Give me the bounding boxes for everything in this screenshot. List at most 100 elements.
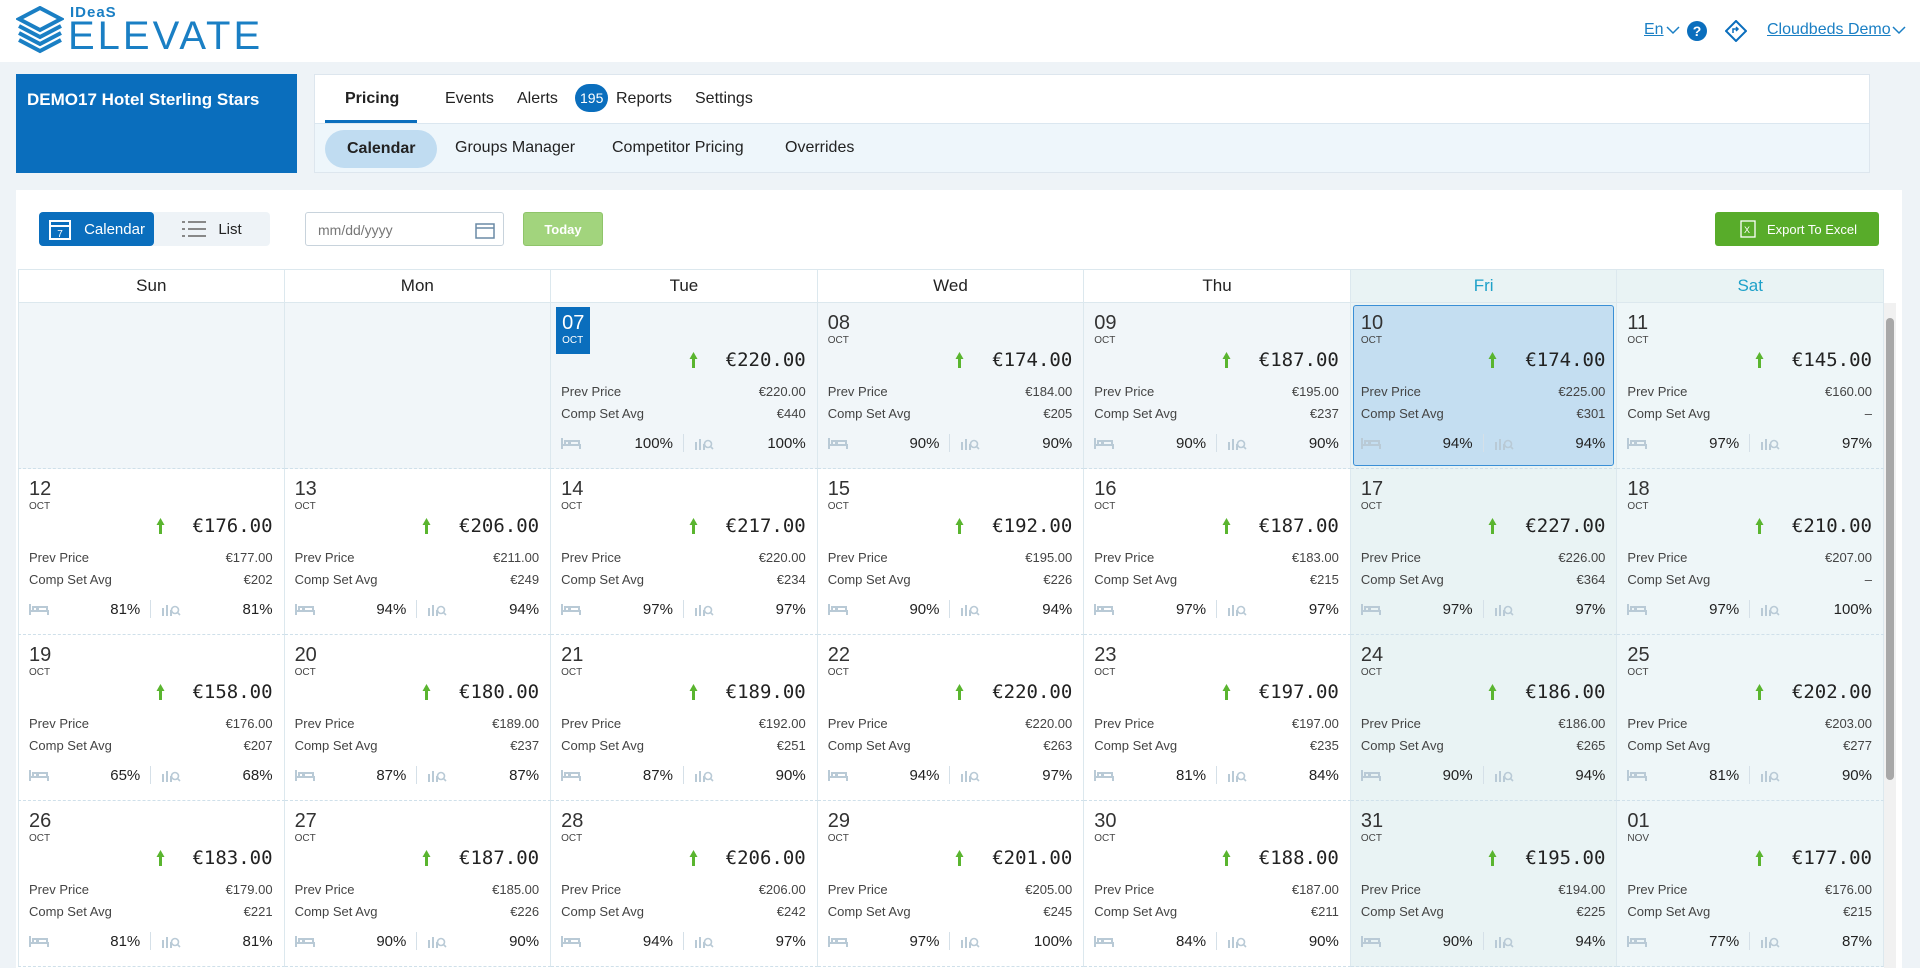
date: 22 OCT — [828, 645, 850, 678]
date-input[interactable]: mm/dd/yyyy — [305, 212, 504, 246]
sub-tab[interactable]: Competitor Pricing — [612, 139, 744, 156]
forecast-icon — [162, 771, 181, 782]
day-cell[interactable]: 21 OCT €189.00 Prev Price €192.00 Comp Set Av… — [551, 635, 818, 801]
label: Prev Price — [1094, 716, 1155, 731]
day-cell[interactable]: 13 OCT €206.00 Prev Price €211.00 Comp Set Av… — [284, 469, 552, 635]
tab[interactable]: Events — [445, 90, 494, 107]
occupancy-icon — [561, 438, 582, 449]
occupancy-row: 77% 87% — [1627, 932, 1872, 950]
up-arrow — [1755, 517, 1764, 538]
forecast-icon — [961, 605, 981, 616]
day-cell[interactable]: 07 OCT €220.00 Prev Price €220.00 Comp Set Av… — [551, 303, 818, 469]
price: €183.00 — [192, 847, 273, 869]
month: OCT — [1360, 335, 1382, 346]
prev-price: €220.00 — [758, 550, 806, 565]
tab[interactable]: Reports — [616, 90, 673, 107]
tab[interactable]: Alerts — [517, 90, 558, 107]
up-arrow — [689, 683, 698, 704]
label: Comp Set Avg — [1627, 738, 1711, 753]
comp-row: Comp Set Avg €226 — [828, 572, 1073, 587]
day-cell[interactable]: 26 OCT €183.00 Prev Price €179.00 Comp Set Av… — [18, 801, 285, 967]
day-cell[interactable]: 10 OCT €174.00 Prev Price €225.00 Comp Set Av… — [1350, 303, 1618, 469]
day-cell[interactable]: 27 OCT €187.00 Prev Price €185.00 Comp Set Av… — [284, 801, 552, 967]
tab[interactable]: Settings — [695, 90, 753, 107]
day-cell[interactable]: 18 OCT €210.00 Prev Price €207.00 Comp Set Av… — [1617, 469, 1884, 635]
day-number: 23 — [1094, 644, 1117, 666]
day-cell[interactable]: 22 OCT €220.00 Prev Price €220.00 Comp Set Av… — [817, 635, 1085, 801]
occupancy-forecast: 90% — [775, 766, 806, 784]
help-icon[interactable]: ? — [1687, 21, 1707, 41]
day-cell[interactable]: 12 OCT €176.00 Prev Price €177.00 Comp Set Av… — [18, 469, 285, 635]
day-cell[interactable]: 25 OCT €202.00 Prev Price €203.00 Comp Set Av… — [1617, 635, 1884, 801]
label: Prev Price — [561, 550, 622, 565]
date: 07 OCT — [556, 307, 591, 354]
price: €220.00 — [725, 349, 806, 371]
scroll-thumb[interactable] — [1886, 318, 1894, 780]
date: 26 OCT — [29, 811, 51, 844]
occupancy-forecast: 100% — [767, 434, 806, 452]
day-cell[interactable]: 17 OCT €227.00 Prev Price €226.00 Comp Set Av… — [1350, 469, 1618, 635]
comp-avg: €251 — [776, 738, 806, 753]
occupancy-row: 90% 90% — [827, 434, 1072, 452]
prev-price-row: Prev Price €184.00 — [828, 384, 1073, 399]
tab[interactable]: Pricing — [345, 90, 400, 107]
occupancy: 94% — [376, 600, 407, 618]
nav-icon[interactable] — [1725, 20, 1747, 42]
comp-avg: €364 — [1576, 572, 1606, 587]
date: 23 OCT — [1094, 645, 1116, 678]
day-cell[interactable]: 29 OCT €201.00 Prev Price €205.00 Comp Set Av… — [817, 801, 1085, 967]
occupancy-icon — [827, 936, 848, 947]
arrow-icon — [422, 850, 431, 866]
sub-tab[interactable]: Groups Manager — [455, 139, 576, 156]
day-cell[interactable]: 01 NOV €177.00 Prev Price €176.00 Comp Set Av… — [1617, 801, 1884, 967]
date: 09 OCT — [1094, 313, 1116, 346]
day-cell[interactable]: 20 OCT €180.00 Prev Price €189.00 Comp Set Av… — [284, 635, 552, 801]
divider — [949, 766, 951, 784]
today-button[interactable]: Today — [523, 212, 603, 246]
month: OCT — [561, 667, 583, 678]
label: Prev Price — [29, 882, 89, 897]
placeholder: mm/dd/yyyy — [318, 222, 393, 238]
month: OCT — [29, 833, 51, 844]
account[interactable]: Cloudbeds Demo — [1767, 21, 1891, 38]
day-cell[interactable]: 14 OCT €217.00 Prev Price €220.00 Comp Set Av… — [551, 469, 818, 635]
divider — [949, 932, 951, 950]
forecast-icon — [694, 771, 714, 782]
day-cell[interactable]: 30 OCT €188.00 Prev Price €187.00 Comp Set Av… — [1084, 801, 1351, 967]
arrow-icon — [422, 684, 431, 700]
occupancy-row: 100% 100% — [561, 434, 806, 452]
day-cell[interactable]: 08 OCT €174.00 Prev Price €184.00 Comp Set Av… — [817, 303, 1085, 469]
day-cell[interactable]: 15 OCT €192.00 Prev Price €195.00 Comp Set Av… — [817, 469, 1085, 635]
day-cell[interactable]: 11 OCT €145.00 Prev Price €160.00 Comp Set Av… — [1617, 303, 1884, 469]
weekday: Tue — [551, 269, 818, 303]
language[interactable]: En — [1644, 21, 1664, 38]
forecast-icon — [1761, 937, 1780, 948]
day-cell[interactable]: 24 OCT €186.00 Prev Price €186.00 Comp Set Av… — [1350, 635, 1618, 801]
date: 21 OCT — [561, 645, 583, 678]
day-cell[interactable]: 31 OCT €195.00 Prev Price €194.00 Comp Set Av… — [1350, 801, 1618, 967]
arrow-icon — [422, 518, 431, 534]
price: €176.00 — [192, 515, 273, 537]
arrow-icon — [689, 518, 698, 534]
list-view-button[interactable]: List — [154, 212, 270, 246]
comp-row: Comp Set Avg €235 — [1094, 738, 1339, 753]
arrow-icon — [1222, 684, 1231, 700]
comp-row: Comp Set Avg €215 — [1094, 572, 1339, 587]
day-cell[interactable]: 09 OCT €187.00 Prev Price €195.00 Comp Set Av… — [1084, 303, 1351, 469]
sub-tab[interactable]: Overrides — [785, 139, 855, 156]
day-cell[interactable]: 16 OCT €187.00 Prev Price €183.00 Comp Set Av… — [1084, 469, 1351, 635]
label: Comp Set Avg — [1627, 904, 1711, 919]
occupancy: 77% — [1709, 932, 1740, 950]
day-cell[interactable]: 23 OCT €197.00 Prev Price €197.00 Comp Set Av… — [1084, 635, 1351, 801]
alerts-badge[interactable]: 195 — [575, 84, 609, 112]
sub-tab[interactable]: Calendar — [325, 130, 438, 168]
calendar-view-button[interactable]: 7 Calendar — [39, 212, 154, 246]
day-cell[interactable]: 19 OCT €158.00 Prev Price €176.00 Comp Set Av… — [18, 635, 285, 801]
arrow-icon — [1755, 352, 1764, 368]
up-arrow — [689, 351, 698, 372]
day-cell[interactable]: 28 OCT €206.00 Prev Price €206.00 Comp Set Av… — [551, 801, 818, 967]
occupancy-forecast: 87% — [1841, 932, 1872, 950]
export-button[interactable]: X Export To Excel — [1715, 212, 1879, 246]
svg-text:?: ? — [1693, 23, 1702, 39]
